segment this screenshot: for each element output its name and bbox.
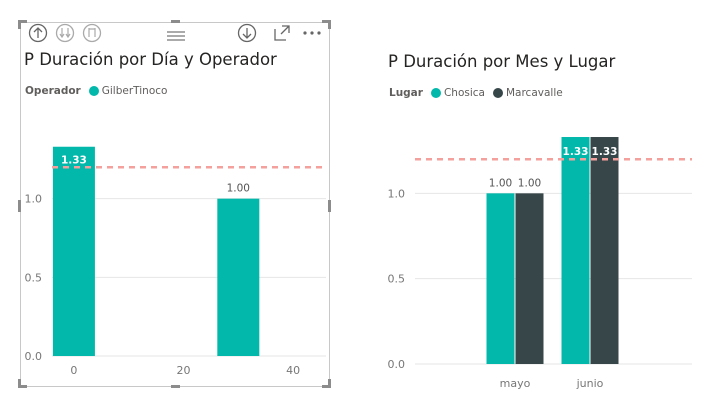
y-tick-label: 1.0 — [25, 193, 43, 206]
resize-handle-right[interactable] — [328, 200, 331, 212]
data-label: 1.00 — [227, 183, 250, 195]
drill-down-all-icon[interactable] — [55, 23, 75, 43]
expand-next-level-icon[interactable] — [82, 23, 102, 43]
x-tick-label: 40 — [286, 364, 300, 377]
y-tick-label: 1.0 — [388, 187, 406, 200]
drill-down-toggle-icon[interactable] — [237, 23, 257, 43]
legend-entry[interactable]: Chosica — [430, 87, 485, 99]
focus-mode-icon[interactable] — [272, 23, 292, 43]
resize-handle-bottom-right[interactable] — [322, 385, 331, 388]
bar — [590, 137, 619, 364]
data-label: 1.33 — [592, 146, 618, 158]
drill-up-icon[interactable] — [28, 23, 48, 43]
legend-entry[interactable]: Marcavalle — [492, 87, 563, 99]
more-options-icon[interactable] — [302, 23, 322, 43]
data-label: 1.00 — [518, 177, 541, 189]
resize-handle-left[interactable] — [18, 200, 21, 212]
y-tick-label: 0.5 — [388, 273, 406, 286]
legend-entry[interactable]: GilberTinoco — [88, 85, 168, 97]
resize-handle-bottom[interactable] — [171, 385, 180, 388]
legend-title: Lugar — [389, 87, 423, 99]
y-tick-label: 0.0 — [388, 358, 406, 371]
move-handle-icon[interactable] — [166, 26, 186, 46]
y-tick-label: 0.0 — [25, 350, 43, 363]
bar — [486, 193, 515, 364]
chart-title: P Duración por Día y Operador — [24, 50, 277, 69]
visual-mes-lugar[interactable]: P Duración por Mes y Lugar Lugar Chosica… — [370, 0, 705, 416]
resize-handle-bottom-left[interactable] — [18, 379, 21, 388]
resize-handle-top[interactable] — [171, 20, 180, 23]
bar — [561, 137, 590, 364]
x-tick-label: 0 — [70, 364, 77, 377]
x-tick-label: junio — [576, 377, 604, 390]
resize-handle-bottom-right[interactable] — [328, 379, 331, 388]
resize-handle-top-left[interactable] — [18, 20, 27, 23]
legend: Operador GilberTinoco — [25, 85, 175, 97]
resize-handle-bottom-left[interactable] — [18, 385, 27, 388]
legend-title: Operador — [25, 85, 81, 97]
plot-area: 0.0 0.5 1.0 mayo 1.00 1.00 junio 1.33 1.33 — [388, 137, 692, 390]
plot-area: 0.00.51.00 20 401.331.00 — [25, 146, 326, 377]
bar — [52, 146, 95, 356]
resize-handle-top-left[interactable] — [18, 20, 21, 29]
data-label: 1.33 — [563, 146, 589, 158]
legend-swatch — [430, 88, 441, 98]
bar — [515, 193, 544, 364]
data-label: 1.00 — [489, 177, 512, 189]
y-tick-label: 0.5 — [25, 271, 43, 284]
resize-handle-top-right[interactable] — [328, 20, 331, 29]
data-label: 1.33 — [61, 155, 87, 167]
chart-title: P Duración por Mes y Lugar — [388, 52, 616, 71]
legend-label: Chosica — [443, 87, 485, 99]
x-tick-label: 20 — [177, 364, 191, 377]
visual-dia-operador[interactable]: P Duración por Día y Operador Operador G… — [0, 0, 340, 416]
resize-handle-top-right[interactable] — [322, 20, 331, 23]
legend: Lugar Chosica Marcavalle — [389, 87, 571, 99]
x-tick-label: mayo — [500, 377, 531, 390]
legend-swatch — [492, 88, 503, 98]
legend-swatch — [88, 86, 99, 96]
bar — [217, 198, 260, 356]
legend-label: GilberTinoco — [101, 85, 168, 97]
legend-label: Marcavalle — [505, 87, 563, 99]
